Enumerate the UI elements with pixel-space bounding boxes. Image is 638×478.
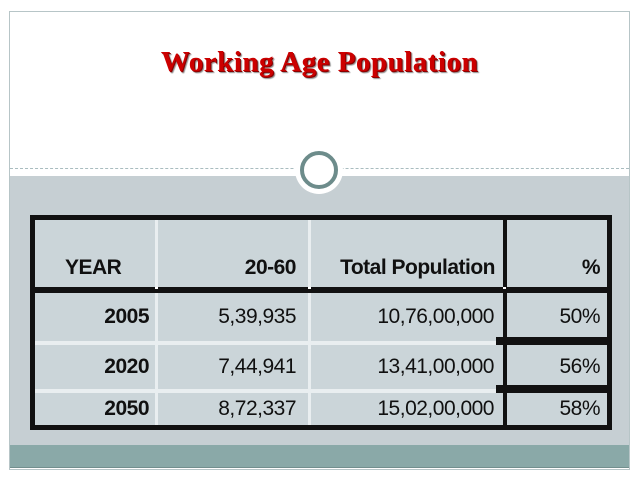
- cell-total-2005: 10,76,00,000: [377, 305, 494, 328]
- cell-total-2050: 15,02,00,000: [377, 397, 494, 420]
- header-separator: [35, 287, 607, 293]
- cell-age-2005: 5,39,935: [218, 305, 296, 328]
- row-separator: [35, 389, 503, 393]
- gridline-notch: [155, 287, 158, 289]
- cell-age-2050: 8,72,337: [218, 397, 296, 420]
- percent-cell-border: [496, 337, 607, 345]
- percent-column-border: [503, 220, 507, 425]
- gridline-notch: [503, 287, 506, 289]
- header-total-population: Total Population: [340, 256, 495, 279]
- column-divider: [308, 220, 311, 425]
- cell-year-2050: 2050: [104, 397, 149, 420]
- cell-percent-2020: 56%: [559, 355, 600, 378]
- column-divider: [155, 220, 158, 425]
- cell-year-2005: 2005: [104, 305, 149, 328]
- row-separator: [35, 341, 503, 345]
- gridline-notch: [308, 287, 311, 289]
- title-area: Working Age Population: [10, 12, 629, 169]
- table-grid: YEAR 20-60 Total Population % 2005 5,39,…: [35, 220, 607, 425]
- cell-age-2020: 7,44,941: [218, 355, 296, 378]
- cell-percent-2050: 58%: [559, 397, 600, 420]
- header-percent: %: [581, 256, 601, 279]
- slide-title: Working Age Population: [160, 46, 479, 78]
- header-year: YEAR: [65, 256, 122, 279]
- cell-percent-2005: 50%: [559, 305, 600, 328]
- percent-cell-border: [496, 385, 607, 393]
- footer-band: [10, 445, 629, 468]
- content-area: YEAR 20-60 Total Population % 2005 5,39,…: [10, 176, 629, 445]
- cell-year-2020: 2020: [104, 355, 149, 378]
- divider-circle-ornament: [300, 151, 338, 189]
- slide: Working Age Population YEAR: [9, 11, 630, 470]
- header-age-20-60: 20-60: [244, 256, 297, 279]
- population-table: YEAR 20-60 Total Population % 2005 5,39,…: [30, 215, 612, 430]
- cell-total-2020: 13,41,00,000: [377, 355, 494, 378]
